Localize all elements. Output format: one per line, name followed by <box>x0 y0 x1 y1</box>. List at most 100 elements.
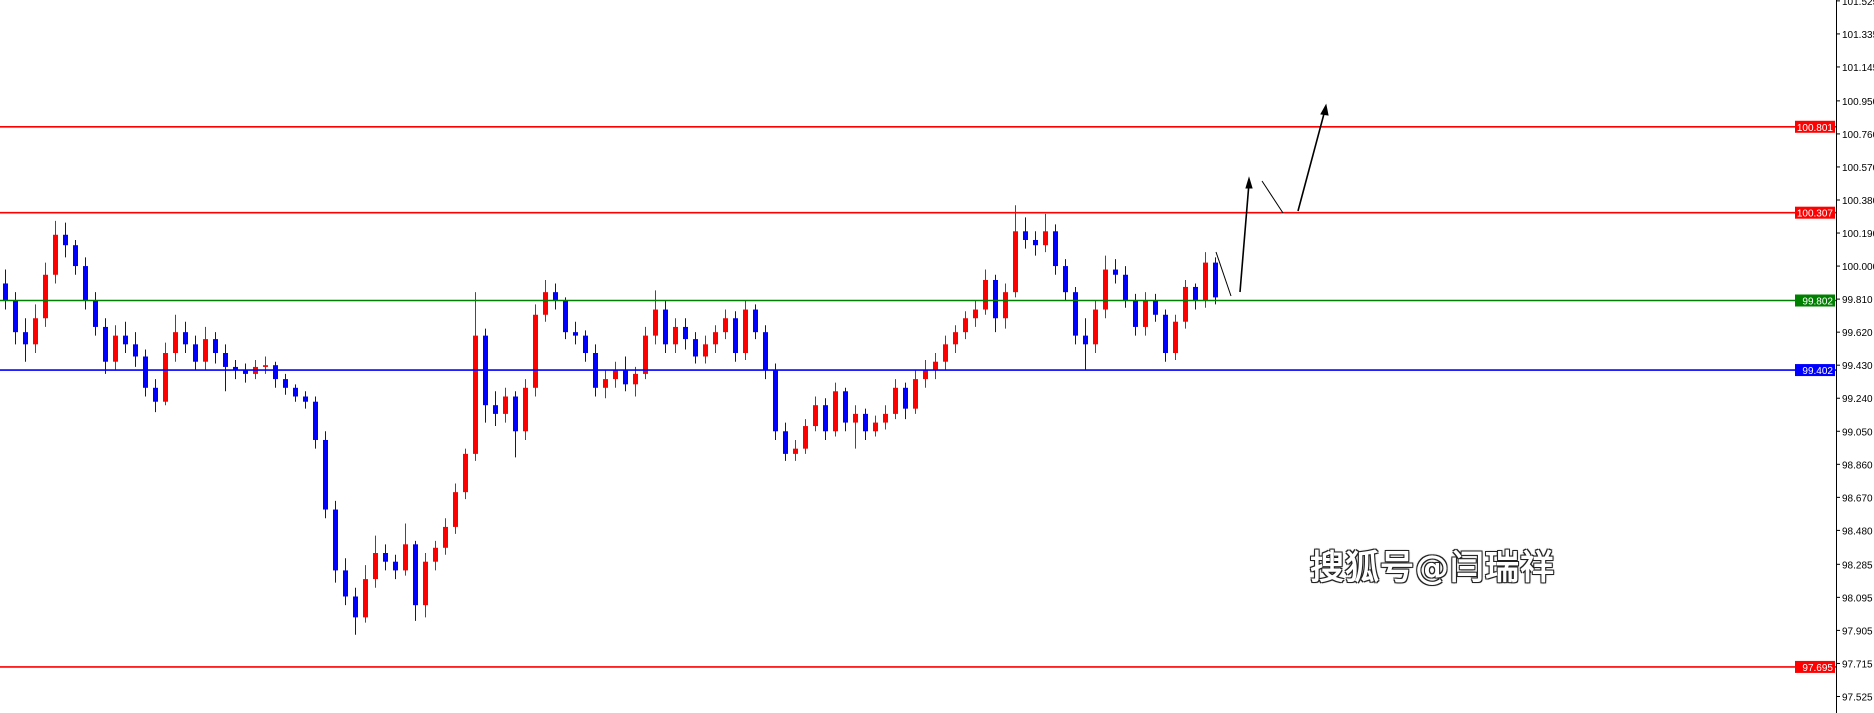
candle <box>763 325 768 380</box>
candle <box>203 326 208 371</box>
candle-body <box>1133 300 1138 327</box>
candle-body <box>293 387 298 397</box>
candle-body <box>943 344 948 362</box>
candle-body <box>463 453 468 493</box>
candle-body <box>583 335 588 354</box>
candle-body <box>223 353 228 367</box>
candle <box>1103 255 1108 319</box>
candle-body <box>863 413 868 432</box>
candle <box>673 318 678 354</box>
candle-body <box>383 553 388 562</box>
candle-body <box>513 396 518 432</box>
candle <box>23 318 28 362</box>
candle <box>813 396 818 432</box>
candle-body <box>613 370 618 380</box>
candle <box>513 391 518 458</box>
candle-body <box>743 309 748 354</box>
candle <box>1193 283 1198 310</box>
candle <box>723 309 728 340</box>
candle <box>113 325 118 371</box>
candle-body <box>1063 266 1068 293</box>
level-label-box <box>1795 206 1835 219</box>
candle-body <box>893 387 898 414</box>
candle <box>463 448 468 500</box>
candle <box>933 353 938 380</box>
candle <box>573 321 578 345</box>
tick-label: 98.670 <box>1842 493 1873 504</box>
candle <box>1163 309 1168 362</box>
candle <box>123 321 128 354</box>
candle-body <box>773 370 778 432</box>
candle-body <box>783 431 788 454</box>
candle <box>383 544 388 571</box>
tick-label: 97.525 <box>1842 692 1873 703</box>
tick-label: 101.335 <box>1842 30 1874 41</box>
candle-body <box>923 370 928 380</box>
candle <box>623 356 628 392</box>
candle <box>163 342 168 406</box>
tick-label: 97.715 <box>1842 659 1873 670</box>
tick-label: 99.240 <box>1842 394 1873 405</box>
candle <box>1053 224 1058 275</box>
candle <box>753 304 758 340</box>
candle <box>803 419 808 454</box>
candle <box>853 405 858 449</box>
candle <box>403 523 408 576</box>
forecast-segment <box>1297 109 1326 212</box>
candle <box>1123 266 1128 308</box>
level-label: 100.801 <box>1797 123 1834 134</box>
candle <box>423 553 428 618</box>
candle-body <box>283 379 288 388</box>
candle-body <box>683 326 688 340</box>
candle-body <box>1073 292 1078 336</box>
candle <box>533 304 538 397</box>
candle-body <box>33 318 38 345</box>
candle-body <box>883 413 888 423</box>
candle <box>1143 292 1148 336</box>
candle-body <box>433 547 438 562</box>
candle <box>903 382 908 420</box>
candle-body <box>523 387 528 432</box>
candle-body <box>903 387 908 409</box>
level-label-box <box>1795 660 1835 673</box>
level-label: 99.402 <box>1802 366 1833 377</box>
tick-label: 101.145 <box>1842 63 1874 74</box>
tick-label: 100.190 <box>1842 229 1874 240</box>
level-label-box <box>1795 120 1835 133</box>
candle-body <box>1183 286 1188 322</box>
candle-body <box>203 339 208 362</box>
candle-body <box>933 361 938 371</box>
candle <box>973 300 978 327</box>
candle-body <box>173 332 178 354</box>
candle <box>63 222 68 258</box>
candle-body <box>953 332 958 345</box>
candle <box>143 349 148 397</box>
candle-body <box>413 544 418 606</box>
candle-body <box>23 332 28 345</box>
candle <box>1063 259 1068 301</box>
candle <box>1003 283 1008 329</box>
candle <box>583 330 588 362</box>
candle-body <box>643 335 648 374</box>
candle-body <box>913 379 918 409</box>
candle <box>683 318 688 350</box>
candle <box>393 554 398 580</box>
candle <box>863 408 868 440</box>
candle-body <box>3 283 8 301</box>
candle <box>213 332 218 364</box>
candle <box>963 311 968 340</box>
candle <box>733 311 738 362</box>
candle-body <box>313 401 318 440</box>
candle <box>783 422 788 461</box>
candle <box>883 405 888 430</box>
candle-body <box>193 344 198 362</box>
candle <box>373 535 378 588</box>
forecast-path <box>1215 103 1329 297</box>
candle-body <box>73 245 78 267</box>
candle-body <box>563 300 568 333</box>
candle-body <box>373 553 378 580</box>
tick-label: 100.380 <box>1842 196 1874 207</box>
candle <box>1073 286 1078 345</box>
candle-body <box>803 426 808 449</box>
candle <box>353 587 358 635</box>
